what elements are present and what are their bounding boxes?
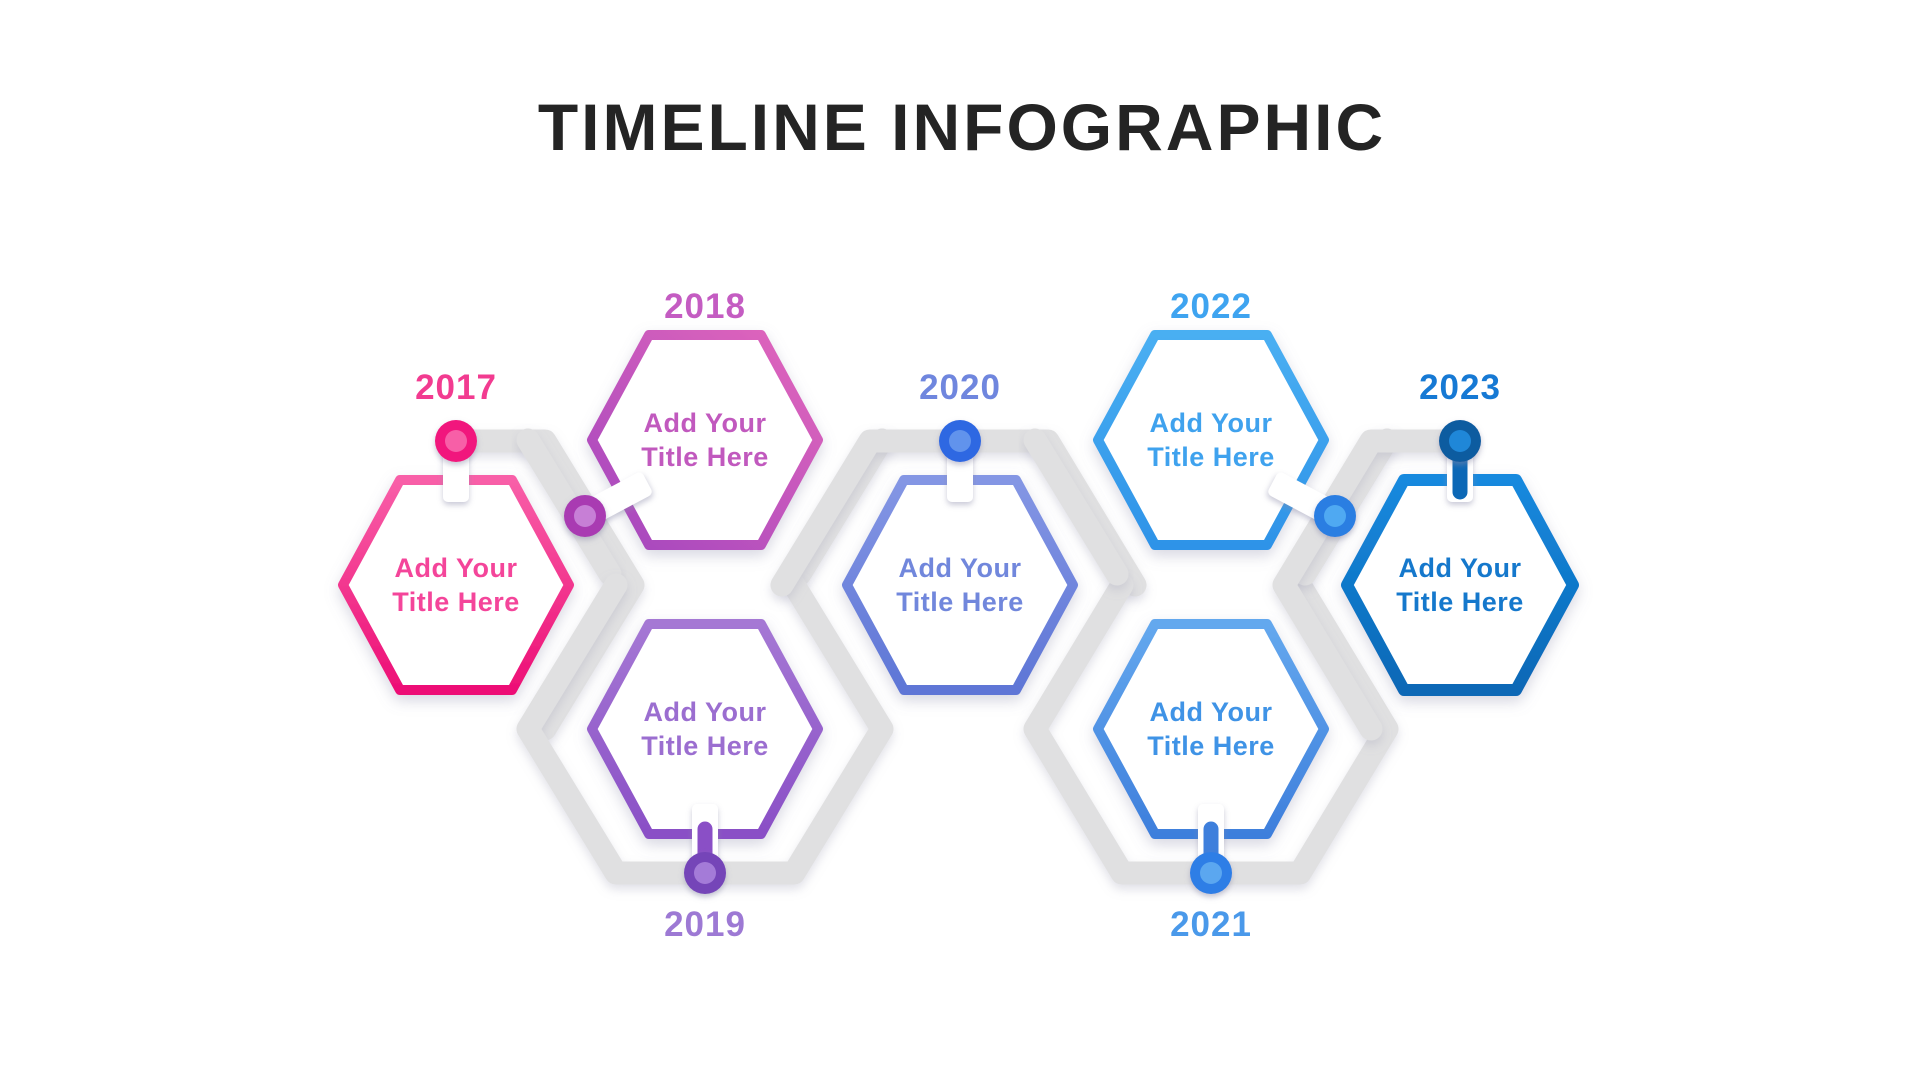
year-label-2019: 2019 [664, 905, 746, 944]
year-label-2018: 2018 [664, 287, 746, 326]
item-title-line2-2022: Title Here [1147, 442, 1275, 472]
hexagon-2021 [1093, 619, 1329, 839]
hexagon-2022 [1093, 330, 1329, 550]
hexagon-2018 [587, 330, 823, 550]
hexagon-2023 [1341, 474, 1579, 696]
year-dot-core-2021 [1200, 862, 1222, 884]
track-segment [1023, 428, 1129, 586]
item-title-line1-2023: Add Your [1399, 553, 1522, 583]
item-title-line2-2018: Title Here [641, 442, 769, 472]
hexagon-2019 [587, 619, 823, 839]
year-dot-core-2019 [694, 862, 716, 884]
year-label-2022: 2022 [1170, 287, 1252, 326]
year-dot-core-2022 [1324, 505, 1346, 527]
year-dot-core-2020 [949, 430, 971, 452]
item-title-line1-2018: Add Your [644, 408, 767, 438]
year-dot-core-2018 [574, 505, 596, 527]
item-title-line2-2023: Title Here [1396, 587, 1524, 617]
item-title-line2-2020: Title Here [896, 587, 1024, 617]
hexagon-2017 [338, 475, 574, 695]
item-title-line1-2020: Add Your [899, 553, 1022, 583]
year-label-2021: 2021 [1170, 905, 1252, 944]
item-title-line1-2021: Add Your [1150, 697, 1273, 727]
label-layer: 2017 Add Your Title Here 2018 Add Your Title … [392, 287, 1524, 944]
item-title-line2-2019: Title Here [641, 731, 769, 761]
page-title: TIMELINE INFOGRAPHIC [538, 90, 1386, 164]
year-label-2020: 2020 [919, 368, 1001, 407]
item-title-line2-2021: Title Here [1147, 731, 1275, 761]
item-title-line2-2017: Title Here [392, 587, 520, 617]
dot-layer [435, 420, 1481, 894]
item-title-line1-2019: Add Your [644, 697, 767, 727]
year-label-2017: 2017 [415, 368, 497, 407]
hexagon-layer [338, 330, 1579, 839]
year-dot-core-2017 [445, 430, 467, 452]
year-label-2023: 2023 [1419, 368, 1501, 407]
hexagon-2020 [842, 475, 1078, 695]
year-dot-core-2023 [1449, 430, 1471, 452]
item-title-line1-2022: Add Your [1150, 408, 1273, 438]
item-title-line1-2017: Add Your [395, 553, 518, 583]
